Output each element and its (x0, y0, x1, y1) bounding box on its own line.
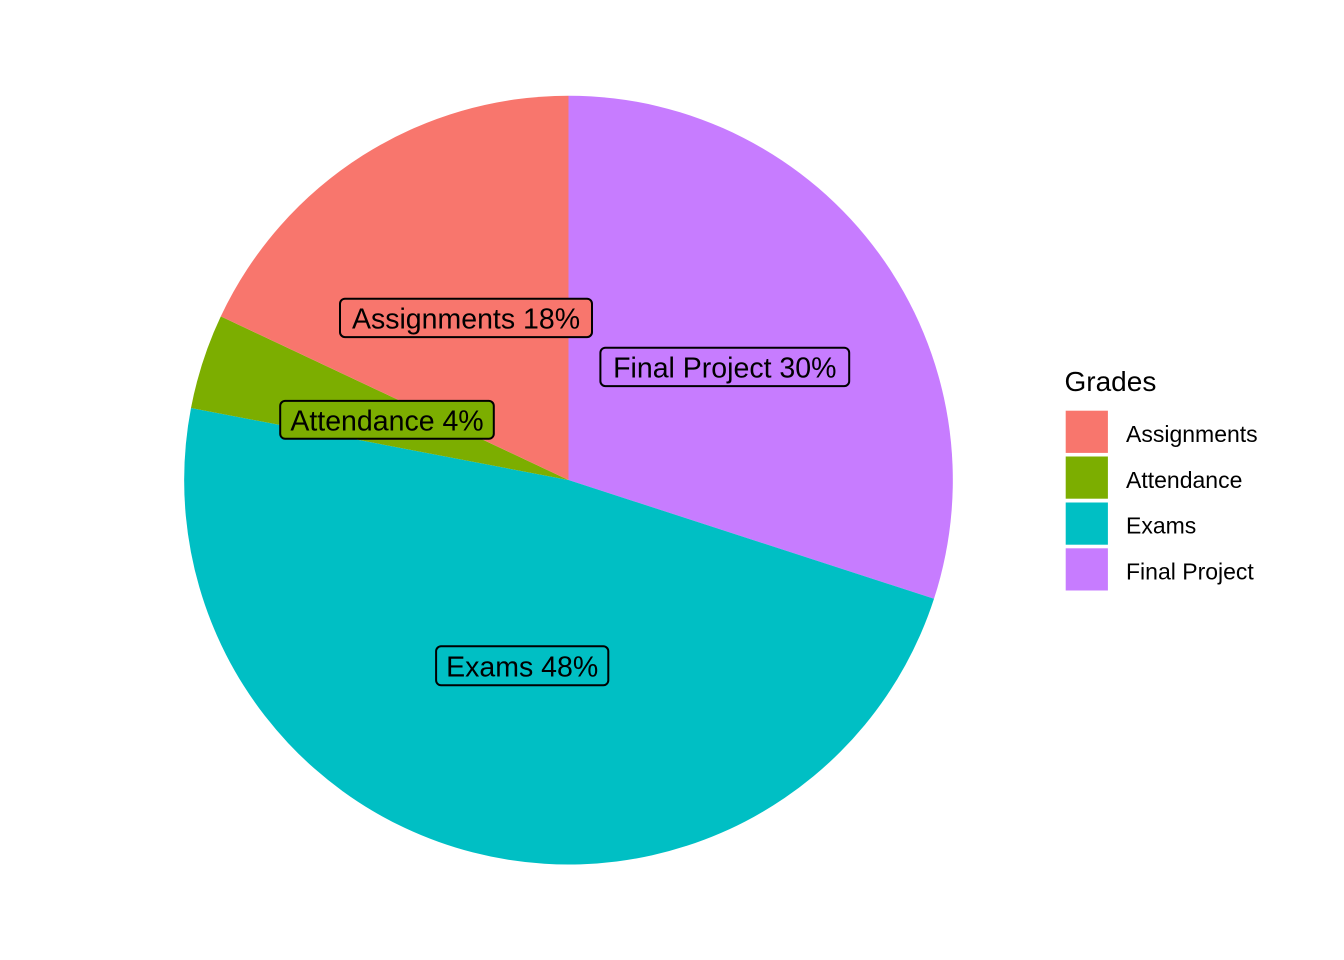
svg-text:Assignments 18%: Assignments 18% (352, 303, 580, 335)
svg-text:Final Project 30%: Final Project 30% (613, 353, 836, 385)
svg-text:Exams 48%: Exams 48% (446, 651, 598, 683)
svg-text:Attendance: Attendance (1126, 467, 1242, 493)
svg-text:Attendance 4%: Attendance 4% (290, 405, 483, 437)
svg-text:Grades: Grades (1065, 366, 1157, 397)
svg-text:Assignments: Assignments (1126, 421, 1258, 447)
svg-text:Exams: Exams (1126, 513, 1196, 539)
svg-text:Final Project: Final Project (1126, 558, 1254, 584)
